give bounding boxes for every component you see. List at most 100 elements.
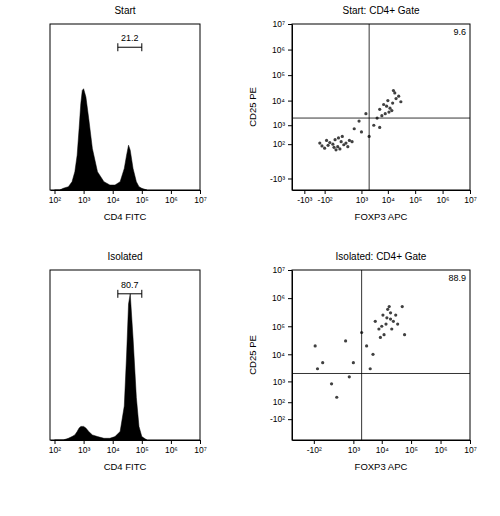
- tick-mark: [288, 326, 292, 327]
- tick-mark: [388, 190, 389, 194]
- point: [369, 367, 372, 370]
- y-axis-line: [292, 25, 293, 191]
- tick: 10⁷: [194, 440, 207, 455]
- tick: 10⁴: [272, 350, 292, 360]
- point: [353, 127, 356, 130]
- tick-mark: [288, 125, 292, 126]
- tick-label: 10⁶: [165, 445, 178, 455]
- tick-label: -10³: [270, 174, 285, 184]
- point: [386, 99, 389, 102]
- tick-label: 10⁴: [107, 195, 120, 205]
- x-axis: 10²10³10⁴10⁵10⁶10⁷: [49, 190, 207, 205]
- tick-mark: [288, 270, 292, 271]
- tick-mark: [171, 190, 172, 194]
- tick-label: 10²: [273, 397, 285, 407]
- tick-mark: [415, 190, 416, 194]
- point: [352, 361, 355, 364]
- tick: 10⁷: [464, 190, 477, 205]
- point: [392, 89, 395, 92]
- quadrant-line: [361, 270, 362, 440]
- point: [391, 101, 394, 104]
- tick: 10⁷: [464, 440, 477, 455]
- tick: -10²: [318, 190, 333, 205]
- point: [350, 140, 353, 143]
- tick-label: 10³: [273, 377, 285, 387]
- histogram-area: [55, 294, 147, 440]
- tick-mark: [325, 190, 326, 194]
- tick-label: 10⁷: [464, 445, 477, 455]
- point: [401, 305, 404, 308]
- tick: 10³: [356, 190, 368, 205]
- title: Isolated: [107, 251, 142, 262]
- point: [397, 95, 400, 98]
- tick-label: 10⁶: [435, 445, 448, 455]
- tick-mark: [314, 440, 315, 444]
- point: [333, 138, 336, 141]
- tick: 10⁷: [272, 265, 292, 275]
- tick-mark: [200, 190, 201, 194]
- point: [364, 112, 367, 115]
- tick-mark: [55, 190, 56, 194]
- tick: -10²: [307, 440, 322, 455]
- tick: 10⁵: [405, 440, 418, 455]
- tick-label: 10²: [49, 195, 61, 205]
- tick-mark: [113, 190, 114, 194]
- tick: 10³: [273, 120, 292, 130]
- tick-mark: [288, 144, 292, 145]
- tick-mark: [470, 440, 471, 444]
- y-axis-title: CD25 PE: [247, 87, 258, 127]
- x-axis: -10³-10²10³10⁴10⁵10⁶10⁷: [293, 190, 477, 205]
- tick-label: 10⁶: [272, 293, 285, 303]
- point: [378, 126, 381, 129]
- tick: 10⁵: [136, 440, 149, 455]
- point: [335, 396, 338, 399]
- point: [382, 333, 385, 336]
- point: [394, 97, 397, 100]
- tick-label: 10⁵: [409, 195, 422, 205]
- point: [365, 344, 368, 347]
- point: [380, 114, 383, 117]
- tick: 10⁵: [272, 70, 292, 80]
- tick-label: 10³: [78, 445, 90, 455]
- point: [403, 333, 406, 336]
- tick-label: 10⁴: [382, 195, 395, 205]
- tick: 10⁶: [437, 190, 450, 205]
- point: [396, 322, 399, 325]
- tick-mark: [288, 381, 292, 382]
- tick: 10⁴: [376, 440, 389, 455]
- x-axis-title: FOXP3 APC: [355, 461, 408, 472]
- tick: 10⁷: [194, 190, 207, 205]
- frame: [50, 24, 200, 190]
- gate-percent: 80.7: [121, 280, 139, 290]
- tick-label: 10⁴: [272, 350, 285, 360]
- tick: -10²: [270, 414, 292, 424]
- tick-mark: [288, 24, 292, 25]
- point: [344, 339, 347, 342]
- plot-area: [55, 294, 147, 440]
- tick-mark: [288, 419, 292, 420]
- point: [374, 320, 377, 323]
- tick-label: 10⁵: [272, 321, 285, 331]
- tick-label: 10⁵: [136, 195, 149, 205]
- tick-mark: [113, 440, 114, 444]
- tick: 10⁴: [382, 190, 395, 205]
- tick-mark: [84, 440, 85, 444]
- tick-label: 10⁶: [437, 195, 450, 205]
- tick-label: 10⁷: [194, 445, 207, 455]
- y-axis: -10³10²10³10⁴10⁵10⁶10⁷: [270, 19, 293, 190]
- panel: Start: CD4+ Gate9.6-10³-10²10³10⁴10⁵10⁶1…: [247, 5, 477, 222]
- tick-label: 10⁴: [107, 445, 120, 455]
- point: [384, 322, 387, 325]
- figure: Start21.210²10³10⁴10⁵10⁶10⁷CD4 FITCStart…: [0, 0, 500, 516]
- point: [334, 148, 337, 151]
- tick-mark: [288, 354, 292, 355]
- tick-mark: [411, 440, 412, 444]
- point: [379, 336, 382, 339]
- gate: 80.7: [118, 280, 142, 298]
- point: [378, 108, 381, 111]
- tick: 10³: [348, 440, 360, 455]
- gate-percent: 21.2: [121, 33, 139, 43]
- tick-label: 10⁶: [165, 195, 178, 205]
- quadrant-percent: 9.6: [453, 27, 466, 37]
- tick: 10²: [49, 190, 61, 205]
